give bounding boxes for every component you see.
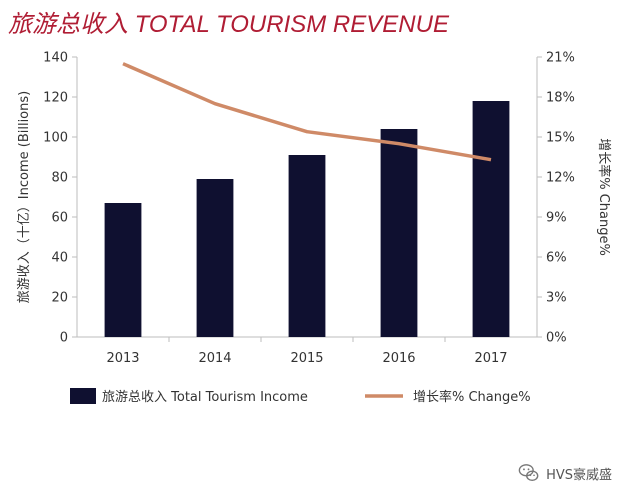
right-axis-title: 增长率% Change% bbox=[596, 138, 612, 256]
bar bbox=[472, 101, 510, 337]
x-tick-label: 2016 bbox=[382, 351, 415, 366]
bar-series bbox=[104, 101, 510, 337]
left-tick-label: 60 bbox=[51, 211, 68, 226]
left-tick-label: 80 bbox=[51, 171, 68, 186]
watermark-text: HVS豪威盛 bbox=[546, 467, 612, 483]
left-tick-label: 40 bbox=[51, 251, 68, 266]
bar bbox=[196, 179, 234, 337]
right-tick-label: 15% bbox=[546, 131, 575, 146]
bar bbox=[380, 129, 418, 337]
x-tick-label: 2015 bbox=[290, 351, 323, 366]
x-tick-label: 2017 bbox=[474, 351, 507, 366]
right-axis-ticks: 0% 3% 6% 9% 12% 15% 18% 21% bbox=[537, 51, 575, 346]
left-tick-label: 120 bbox=[43, 91, 68, 106]
left-tick-label: 20 bbox=[51, 291, 68, 306]
right-tick-label: 18% bbox=[546, 91, 575, 106]
right-tick-label: 0% bbox=[546, 331, 567, 346]
legend-label-line: 增长率% Change% bbox=[413, 389, 531, 405]
right-tick-label: 9% bbox=[546, 211, 567, 226]
left-tick-label: 140 bbox=[43, 51, 68, 66]
right-tick-label: 12% bbox=[546, 171, 575, 186]
x-tick-label: 2014 bbox=[198, 351, 231, 366]
left-axis-title: 旅游收入（十亿）Income (Billions) bbox=[17, 91, 32, 303]
growth-line bbox=[122, 62, 492, 162]
legend-label-bar: 旅游总收入 Total Tourism Income bbox=[102, 390, 308, 405]
legend-swatch-bar bbox=[70, 388, 96, 404]
watermark: HVS豪威盛 bbox=[518, 462, 612, 484]
right-tick-label: 21% bbox=[546, 51, 575, 66]
x-tick-label: 2013 bbox=[106, 351, 139, 366]
wechat-icon bbox=[518, 464, 539, 482]
right-tick-label: 3% bbox=[546, 291, 567, 306]
bar bbox=[104, 203, 142, 337]
right-tick-label: 6% bbox=[546, 251, 567, 266]
bar bbox=[288, 155, 326, 337]
chart-title: 旅游总收入 TOTAL TOURISM REVENUE bbox=[8, 11, 449, 38]
x-axis-ticks: 2013 2014 2015 2016 2017 bbox=[106, 337, 508, 366]
left-tick-label: 100 bbox=[43, 131, 68, 146]
left-axis-ticks: 0 20 40 60 80 100 120 140 bbox=[43, 51, 77, 346]
left-tick-label: 0 bbox=[60, 331, 68, 346]
